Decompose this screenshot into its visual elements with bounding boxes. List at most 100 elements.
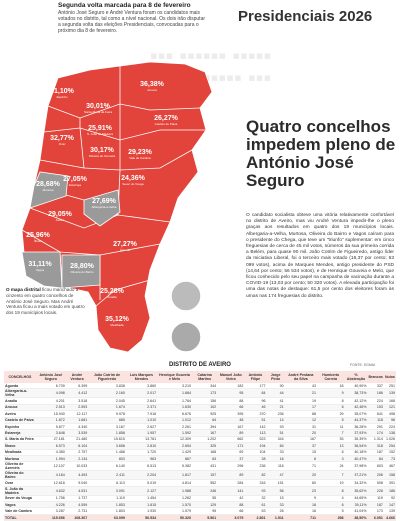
table-cell: 4.531 [65, 486, 89, 496]
map-name: Albergaria-a-Velha [92, 205, 117, 209]
table-cell: 69 [217, 449, 245, 456]
table-cell: 64 [192, 417, 218, 424]
table-cell: 19 [316, 479, 345, 487]
table-cell: Oliveira de Azeméis [4, 461, 36, 472]
table-cell: 3.838 [88, 383, 126, 390]
table-cell: 158 [383, 470, 396, 481]
map-percent: 32,77% [50, 135, 75, 142]
map-name: Anadia [107, 295, 117, 299]
map-name: Vagos [36, 268, 45, 272]
table-row: Aveiro 15.940 12.117 9.978 7.918 6.676 925 395 3… [4, 410, 396, 418]
table-cell: 71 [284, 461, 317, 472]
table-cell: 603 [367, 461, 384, 472]
column-header: António José Seguro [35, 371, 66, 383]
table-cell: 1.012 [157, 417, 193, 424]
table-cell: 24 [316, 461, 345, 472]
table-cell: 254 [383, 442, 396, 450]
table-cell: 3.539 [65, 429, 89, 437]
table-cell: 2.127 [125, 486, 158, 496]
table-cell: 885 [88, 417, 126, 424]
table-cell: 1.202 [192, 436, 218, 444]
table-cell: 3.860 [125, 383, 158, 390]
table-cell: 12.309 [157, 436, 193, 444]
map-name: Arouca [147, 88, 157, 92]
headline: Quatro concelhos impedem pleno de Antóni… [246, 117, 396, 190]
table-cell: 42 [217, 495, 245, 503]
map-name: Sever do Vouga [122, 182, 144, 186]
table-cell: 284 [217, 479, 245, 487]
table-cell: 43 [284, 383, 317, 390]
table-cell: Anadia [4, 397, 36, 405]
table-cell: 4 [316, 495, 345, 503]
column-header: Manuel João Vieira [217, 371, 245, 383]
table-cell: 187 [367, 449, 384, 456]
table-cell: 4.666 [383, 514, 396, 521]
table-row: Arouca 2.513 2.593 1.674 2.371 1.630 102 66 46 21… [4, 404, 396, 412]
map-percent: 24,36% [121, 175, 146, 182]
table-cell: 9 [316, 388, 345, 399]
table-cell: 37,98% [344, 461, 368, 472]
table-cell: 2.160 [88, 388, 126, 399]
column-header: António Filipe [244, 371, 267, 383]
table-source: FONTE: SGMAI [350, 363, 376, 367]
table-cell: 523 [244, 436, 267, 444]
table-row: Ovar 12.618 9.040 6.113 5.019 4.814 552 284 316 1… [4, 479, 396, 487]
table-cell: 1.454 [125, 495, 158, 503]
table-cell: 8 [284, 455, 317, 463]
table-cell: 177 [244, 383, 267, 390]
table-cell: 1.872 [35, 417, 66, 424]
table-cell: 1.681 [65, 417, 89, 424]
table-cell: 21 [266, 404, 285, 412]
table-cell: 63 [192, 455, 218, 463]
table-cell: 96 [383, 417, 396, 424]
table-cell: 84 [367, 455, 384, 463]
table-cell: 325 [192, 442, 218, 450]
table-cell: 1.858 [88, 429, 126, 437]
table-cell: 40,47% [344, 455, 368, 463]
table-cell: 44 [266, 388, 285, 399]
table-cell: 38,73% [344, 388, 368, 399]
table-cell: 2.593 [65, 404, 89, 412]
table-cell: 370 [244, 410, 267, 418]
table-cell: 27.181 [35, 436, 66, 444]
table-cell: 6.513 [125, 461, 158, 472]
table-cell: 711 [284, 514, 317, 521]
table-cell: 51 [266, 429, 285, 437]
table-cell: 96 [244, 397, 267, 405]
table-cell: 224 [367, 397, 384, 405]
map-name: Mealhada [110, 323, 124, 327]
column-header: % Abstenção [344, 371, 368, 383]
table-cell: 15 [284, 449, 317, 456]
table-cell: Estarreja [4, 429, 36, 437]
table-cell: 9 [284, 495, 317, 503]
table-cell: 3.079 [217, 514, 245, 521]
table-cell: 36,54% [344, 442, 368, 450]
table-cell: 258 [316, 514, 345, 521]
table-cell: 2.513 [35, 404, 66, 412]
map-name: S. João da Madeira [87, 132, 113, 136]
grey-area [29, 171, 69, 209]
table-cell: 167 [192, 429, 218, 437]
table-cell: 88 [284, 410, 317, 418]
table-cell: 19 [284, 397, 317, 405]
table-cell: 867 [157, 455, 193, 463]
table-cell: 35,39% [344, 436, 368, 444]
table-cell: 50.320 [157, 514, 193, 521]
table-cell: 56.534 [125, 514, 158, 521]
table-cell: Castelo de Paiva [4, 417, 36, 424]
column-header: Jorge Pinto [266, 371, 285, 383]
table-cell: Oliveira do Bairro [4, 470, 36, 481]
column-header: Henrique Gouveia e Melo [157, 371, 193, 383]
column-header: Luís Marques Mendes [125, 371, 158, 383]
photo-seguro [170, 321, 202, 353]
table-cell: 4.164 [35, 470, 66, 481]
table-title: DISTRITO DE AVEIRO [169, 362, 231, 368]
map-name: Ovar [59, 142, 66, 146]
table-cell: 138 [383, 429, 396, 437]
table-row: Oliveira de Azeméis 12.107 10.033 6.140 6.51… [4, 461, 396, 472]
table-cell: 35,62% [344, 486, 368, 496]
table-cell: 2.757 [65, 449, 89, 456]
map-percent: 26,27% [154, 115, 179, 122]
table-cell: 7 [316, 470, 345, 481]
table-cell: 641 [367, 410, 384, 418]
